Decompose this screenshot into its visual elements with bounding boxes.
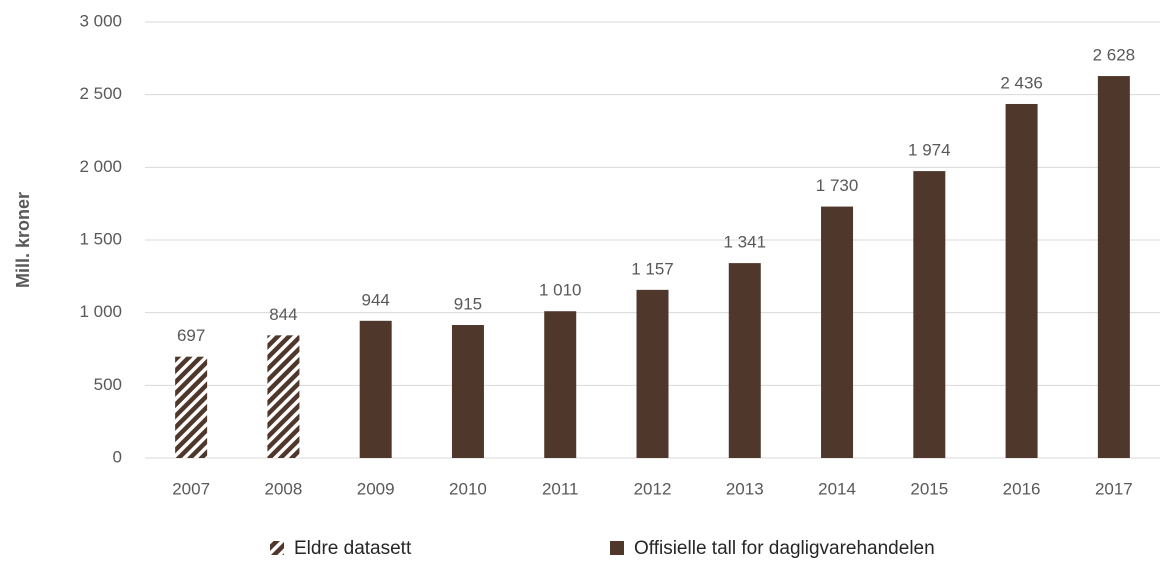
value-label: 915 [454,295,482,314]
y-axis-title: Mill. kroner [13,192,33,288]
x-tick-label: 2011 [542,479,579,498]
value-label: 844 [269,305,297,324]
value-label: 1 730 [816,176,859,195]
bar [1097,76,1130,459]
y-tick-label: 1 500 [79,229,122,248]
bar [267,335,300,458]
value-label: 2 628 [1093,46,1136,65]
bar [821,206,854,458]
value-label: 697 [177,326,205,345]
bar [913,171,946,458]
value-label: 1 341 [723,233,766,252]
y-tick-label: 2 500 [79,84,122,103]
legend-text: Eldre datasett [294,538,412,559]
bar [175,356,208,458]
y-tick-label: 0 [113,447,122,466]
value-label: 944 [361,290,389,309]
bar [359,320,392,458]
y-tick-label: 2 000 [79,157,122,176]
bar [636,289,669,458]
value-label: 1 010 [539,281,582,300]
legend-swatch [270,541,284,555]
x-tick-label: 2008 [264,479,302,498]
bar [451,325,484,458]
x-tick-label: 2012 [634,479,672,498]
y-tick-label: 500 [94,375,122,394]
x-tick-label: 2017 [1095,479,1133,498]
value-label: 1 157 [631,259,674,278]
x-tick-label: 2010 [449,479,487,498]
bar [728,263,761,458]
x-tick-label: 2009 [357,479,395,498]
x-tick-label: 2013 [726,479,764,498]
x-tick-label: 2015 [910,479,948,498]
x-tick-label: 2016 [1003,479,1041,498]
y-tick-label: 3 000 [79,11,122,30]
value-label: 1 974 [908,141,951,160]
value-label: 2 436 [1000,73,1043,92]
legend-text: Offisielle tall for dagligvarehandelen [634,538,935,559]
legend-swatch [610,541,624,555]
x-tick-label: 2007 [172,479,210,498]
y-tick-label: 1 000 [79,302,122,321]
bar [1005,103,1038,458]
bar [544,311,577,458]
x-tick-label: 2014 [818,479,856,498]
